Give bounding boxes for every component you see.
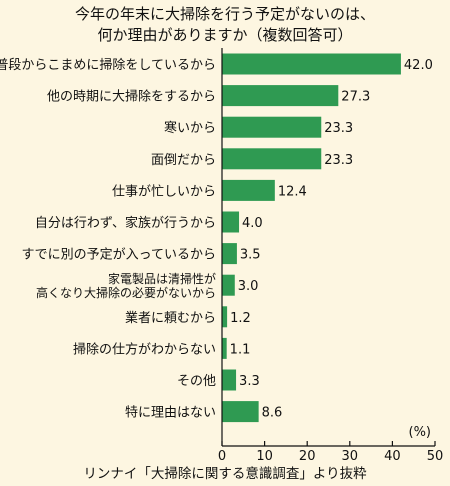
bar [222,179,275,201]
title-line-1: 今年の年末に大掃除を行う予定がないのは、 [74,5,375,23]
source-note: リンナイ「大掃除に関する意識調査」より抜粋 [83,466,367,482]
x-tick-label: 40 [384,449,401,464]
value-label: 1.2 [230,311,251,326]
category-label: 仕事が忙しいから [112,184,216,199]
value-label: 12.4 [278,184,307,199]
chart-title: 今年の年末に大掃除を行う予定がないのは、 何か理由がありますか（複数回答可） [0,4,450,46]
value-label: 3.3 [239,374,260,389]
x-tick-label: 10 [256,449,273,464]
category-label: 自分は行わず、家族が行うから [35,215,216,231]
value-label: 3.5 [240,248,261,263]
bar [222,274,235,296]
x-tick-label: 30 [342,449,359,464]
category-label: 高くなり大掃除の必要がないから [36,285,216,300]
x-tick-label: 50 [427,449,444,464]
bar [222,243,237,265]
bar [222,306,228,328]
value-label: 23.3 [324,153,353,168]
category-label: その他 [177,374,216,389]
value-label: 4.0 [242,216,263,231]
category-label: 掃除の仕方がわからない [73,341,216,357]
value-label: 27.3 [341,90,370,105]
bar [222,369,237,391]
bar [222,116,322,138]
bar [222,337,227,359]
category-label: 家電製品は清掃性が [108,271,216,286]
bar [222,211,240,233]
category-label: 面倒だから [151,153,216,168]
category-label: 他の時期に大掃除をするから [47,89,216,105]
x-tick-label: 0 [218,449,226,464]
bar [222,148,322,170]
x-tick-label: 20 [299,449,316,464]
value-label: 23.3 [324,121,353,136]
bar [222,53,401,75]
bar [222,85,339,107]
category-label: 普段からこまめに掃除をしているから [0,57,216,73]
value-label: 3.0 [238,279,259,294]
category-label: 特に理由はない [125,406,216,421]
x-axis-unit-label: (%) [409,425,432,440]
title-line-2: 何か理由がありますか（複数回答可） [97,26,353,44]
category-label: すでに別の予定が入っているから [22,248,216,263]
value-label: 8.6 [262,406,283,421]
value-label: 42.0 [404,58,433,73]
bar [222,401,259,423]
category-label: 業者に頼むから [125,310,216,326]
value-label: 1.1 [230,342,251,357]
category-label: 寒いから [164,120,216,136]
